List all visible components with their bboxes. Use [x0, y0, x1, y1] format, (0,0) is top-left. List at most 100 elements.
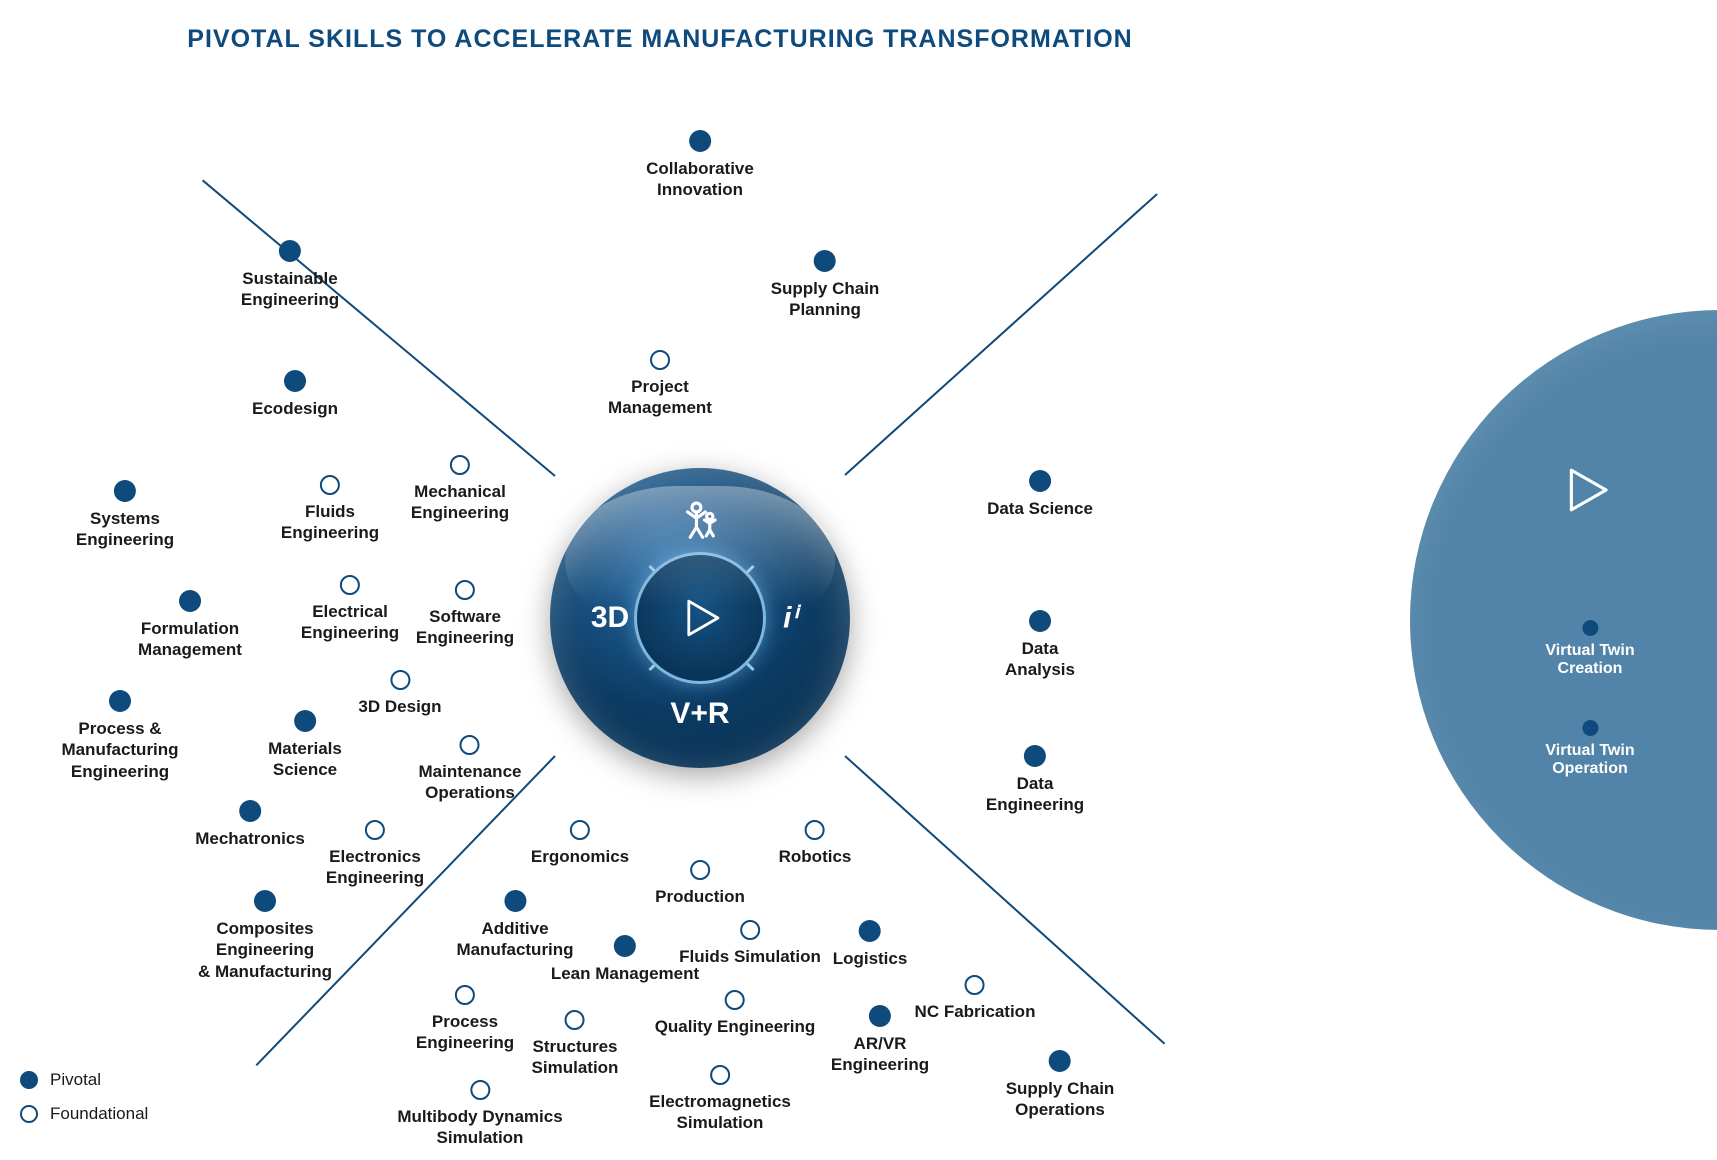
node-label: CollaborativeInnovation [646, 158, 754, 201]
skill-node: SystemsEngineering [76, 480, 174, 551]
pivotal-dot-icon [1582, 720, 1598, 736]
skill-node: CollaborativeInnovation [646, 130, 754, 201]
foundational-dot-icon [455, 580, 475, 600]
skill-node: Logistics [833, 920, 908, 969]
skill-node: MechanicalEngineering [411, 455, 509, 524]
skill-node: Quality Engineering [655, 990, 816, 1037]
legend-pivotal-label: Pivotal [50, 1070, 101, 1090]
node-label: Composites Engineering& Manufacturing [165, 918, 365, 982]
pivotal-dot-icon [254, 890, 276, 912]
skill-node: Composites Engineering& Manufacturing [165, 890, 365, 982]
legend-foundational-label: Foundational [50, 1104, 148, 1124]
diagram-canvas: 3D iⁱ V+R CollaborativeInnovation Supply … [0, 0, 1717, 1160]
node-label: ElectricalEngineering [301, 601, 399, 644]
node-label: Logistics [833, 948, 908, 969]
skill-node: Multibody DynamicsSimulation [397, 1080, 562, 1149]
pivotal-dot-icon [859, 920, 881, 942]
play-icon [672, 590, 728, 646]
compass-label-right: iⁱ [783, 601, 797, 636]
compass-label-left: 3D [591, 601, 629, 635]
pivotal-dot-icon [814, 250, 836, 272]
skill-node: MaterialsScience [268, 710, 342, 781]
node-label: 3D Design [358, 696, 441, 717]
pivotal-dot-icon [279, 240, 301, 262]
skill-node: ElectronicsEngineering [326, 820, 424, 889]
divider-line [202, 180, 556, 477]
pivotal-dot-icon [20, 1071, 38, 1089]
node-label: NC Fabrication [915, 1001, 1036, 1022]
node-label: FormulationManagement [138, 618, 242, 661]
skill-node: Supply ChainPlanning [771, 250, 880, 321]
node-label: DataEngineering [986, 773, 1084, 816]
pivotal-dot-icon [1029, 470, 1051, 492]
skill-node: ElectromagneticsSimulation [649, 1065, 791, 1134]
node-label: FluidsEngineering [281, 501, 379, 544]
people-icon [677, 500, 723, 545]
compass-inner [634, 552, 766, 684]
skill-node: Lean Management [551, 935, 699, 984]
foundational-dot-icon [650, 350, 670, 370]
skill-node: ProcessEngineering [416, 985, 514, 1054]
node-label: SystemsEngineering [76, 508, 174, 551]
foundational-dot-icon [570, 820, 590, 840]
pivotal-dot-icon [239, 800, 261, 822]
node-label: Process & ManufacturingEngineering [20, 718, 220, 782]
node-label: StructuresSimulation [532, 1036, 619, 1079]
compass-outer: 3D iⁱ V+R [550, 468, 850, 768]
pivotal-dot-icon [294, 710, 316, 732]
foundational-dot-icon [965, 975, 985, 995]
pivotal-dot-icon [1582, 620, 1598, 636]
node-label: MaintenanceOperations [419, 761, 522, 804]
node-label: Mechatronics [195, 828, 305, 849]
pivotal-dot-icon [109, 690, 131, 712]
node-label: Ergonomics [531, 846, 629, 867]
side-node-label: Virtual TwinOperation [1545, 742, 1634, 778]
node-label: Robotics [779, 846, 852, 867]
pivotal-dot-icon [614, 935, 636, 957]
foundational-dot-icon [725, 990, 745, 1010]
pivotal-dot-icon [1049, 1050, 1071, 1072]
node-label: MechanicalEngineering [411, 481, 509, 524]
node-label: SustainableEngineering [241, 268, 339, 311]
pivotal-dot-icon [869, 1005, 891, 1027]
foundational-dot-icon [455, 985, 475, 1005]
skill-node: ProjectManagement [608, 350, 712, 419]
foundational-dot-icon [450, 455, 470, 475]
skill-node: Ecodesign [252, 370, 338, 419]
node-label: Fluids Simulation [679, 946, 821, 967]
foundational-dot-icon [365, 820, 385, 840]
foundational-dot-icon [20, 1105, 38, 1123]
skill-node: Process & ManufacturingEngineering [20, 690, 220, 782]
node-label: Production [655, 886, 745, 907]
node-label: MaterialsScience [268, 738, 342, 781]
pivotal-dot-icon [689, 130, 711, 152]
node-label: ProjectManagement [608, 376, 712, 419]
node-label: Ecodesign [252, 398, 338, 419]
foundational-dot-icon [470, 1080, 490, 1100]
node-label: SoftwareEngineering [416, 606, 514, 649]
skill-node: FluidsEngineering [281, 475, 379, 544]
skill-node: SustainableEngineering [241, 240, 339, 311]
node-label: Supply ChainPlanning [771, 278, 880, 321]
skill-node: StructuresSimulation [532, 1010, 619, 1079]
node-label: AR/VREngineering [831, 1033, 929, 1076]
foundational-dot-icon [340, 575, 360, 595]
node-label: Quality Engineering [655, 1016, 816, 1037]
pivotal-dot-icon [179, 590, 201, 612]
legend: Pivotal Foundational [20, 1070, 148, 1138]
node-label: ProcessEngineering [416, 1011, 514, 1054]
skill-node: Ergonomics [531, 820, 629, 867]
pivotal-dot-icon [114, 480, 136, 502]
skill-node: Production [655, 860, 745, 907]
skill-node: NC Fabrication [915, 975, 1036, 1022]
foundational-dot-icon [390, 670, 410, 690]
foundational-dot-icon [710, 1065, 730, 1085]
node-label: Data Science [987, 498, 1093, 519]
foundational-dot-icon [740, 920, 760, 940]
legend-foundational: Foundational [20, 1104, 148, 1124]
skill-node: SoftwareEngineering [416, 580, 514, 649]
foundational-dot-icon [805, 820, 825, 840]
skill-node: ElectricalEngineering [301, 575, 399, 644]
pivotal-dot-icon [1029, 610, 1051, 632]
foundational-dot-icon [565, 1010, 585, 1030]
